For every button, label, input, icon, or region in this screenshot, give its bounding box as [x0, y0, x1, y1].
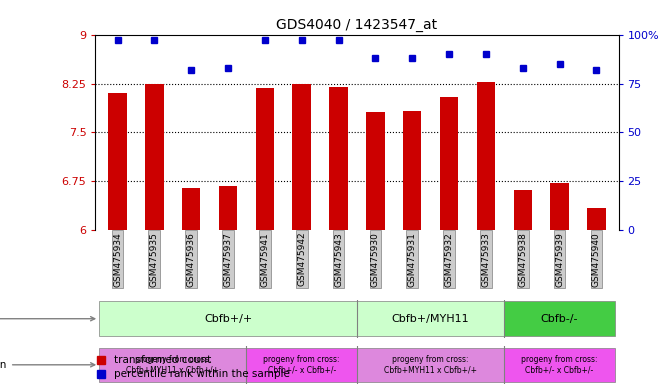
- Bar: [182, 188, 201, 230]
- Bar: [513, 190, 532, 230]
- Text: progeny from cross:
Cbfb+/- x Cbfb+/-: progeny from cross: Cbfb+/- x Cbfb+/-: [263, 355, 340, 374]
- Text: percentile rank within the sample: percentile rank within the sample: [114, 369, 290, 379]
- Text: specimen: specimen: [0, 360, 95, 370]
- Bar: [357, 348, 504, 382]
- Bar: [504, 301, 615, 336]
- Bar: [330, 87, 348, 230]
- Text: progeny from cross:
Cbfb+MYH11 x Cbfb+/+: progeny from cross: Cbfb+MYH11 x Cbfb+/+: [384, 355, 477, 374]
- Bar: [256, 88, 274, 230]
- Bar: [550, 183, 569, 230]
- Text: progeny from cross:
Cbfb+/- x Cbfb+/-: progeny from cross: Cbfb+/- x Cbfb+/-: [521, 355, 598, 374]
- Text: genotype/variation: genotype/variation: [0, 314, 95, 324]
- Bar: [476, 82, 495, 230]
- Text: Cbfb+/MYH11: Cbfb+/MYH11: [392, 314, 469, 324]
- Bar: [504, 348, 615, 382]
- Bar: [99, 348, 247, 382]
- Bar: [109, 93, 127, 230]
- Bar: [403, 111, 421, 230]
- Bar: [99, 301, 357, 336]
- Bar: [366, 112, 384, 230]
- Text: Cbfb-/-: Cbfb-/-: [541, 314, 578, 324]
- Bar: [440, 97, 458, 230]
- Bar: [247, 348, 357, 382]
- Bar: [357, 301, 504, 336]
- Bar: [293, 84, 311, 230]
- Bar: [219, 186, 238, 230]
- Text: progeny from cross:
Cbfb+MYH11 x Cbfb+/+: progeny from cross: Cbfb+MYH11 x Cbfb+/+: [126, 355, 219, 374]
- Bar: [587, 208, 605, 230]
- Text: transformed count: transformed count: [114, 355, 211, 365]
- Text: Cbfb+/+: Cbfb+/+: [204, 314, 252, 324]
- Bar: [145, 84, 164, 230]
- Title: GDS4040 / 1423547_at: GDS4040 / 1423547_at: [276, 18, 438, 32]
